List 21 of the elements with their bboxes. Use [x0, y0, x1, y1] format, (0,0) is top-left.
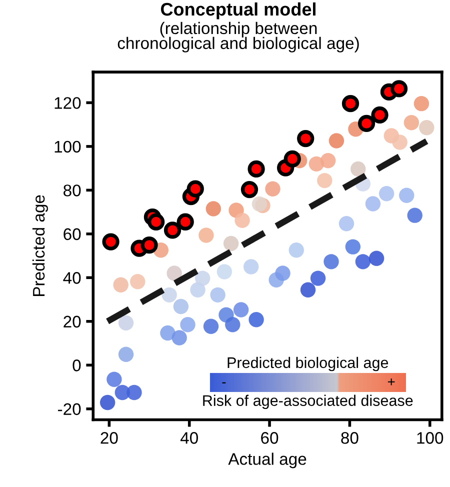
chart-subtitle: (relationship between chronological and biological age)	[118, 22, 359, 52]
y-axis-title: Predicted age	[32, 195, 48, 296]
annotation: +	[388, 378, 395, 386]
x-axis-title: Actual age	[228, 452, 306, 468]
annotation: Risk of age-associated disease	[203, 394, 413, 409]
x-tick-label: 80	[341, 432, 358, 444]
color-bar-title: Predicted biological age	[228, 356, 388, 372]
y-tick-label: 60	[64, 228, 81, 240]
x-tick-label: 20	[100, 432, 118, 444]
y-tick-label: 100	[54, 140, 81, 153]
x-tick-label: 100	[417, 432, 444, 444]
x-tick-label: 60	[261, 432, 278, 444]
chart-title: Conceptual model	[161, 2, 316, 20]
y-tick-label: 80	[64, 184, 81, 196]
y-tick-label: -20	[58, 403, 81, 416]
x-tick-label: 40	[180, 432, 198, 444]
annotation: -	[222, 382, 226, 384]
y-tick-label: 20	[64, 316, 81, 328]
y-tick-label: 120	[54, 97, 81, 109]
y-tick-label: 0	[72, 360, 81, 372]
y-tick-label: 40	[63, 272, 81, 284]
